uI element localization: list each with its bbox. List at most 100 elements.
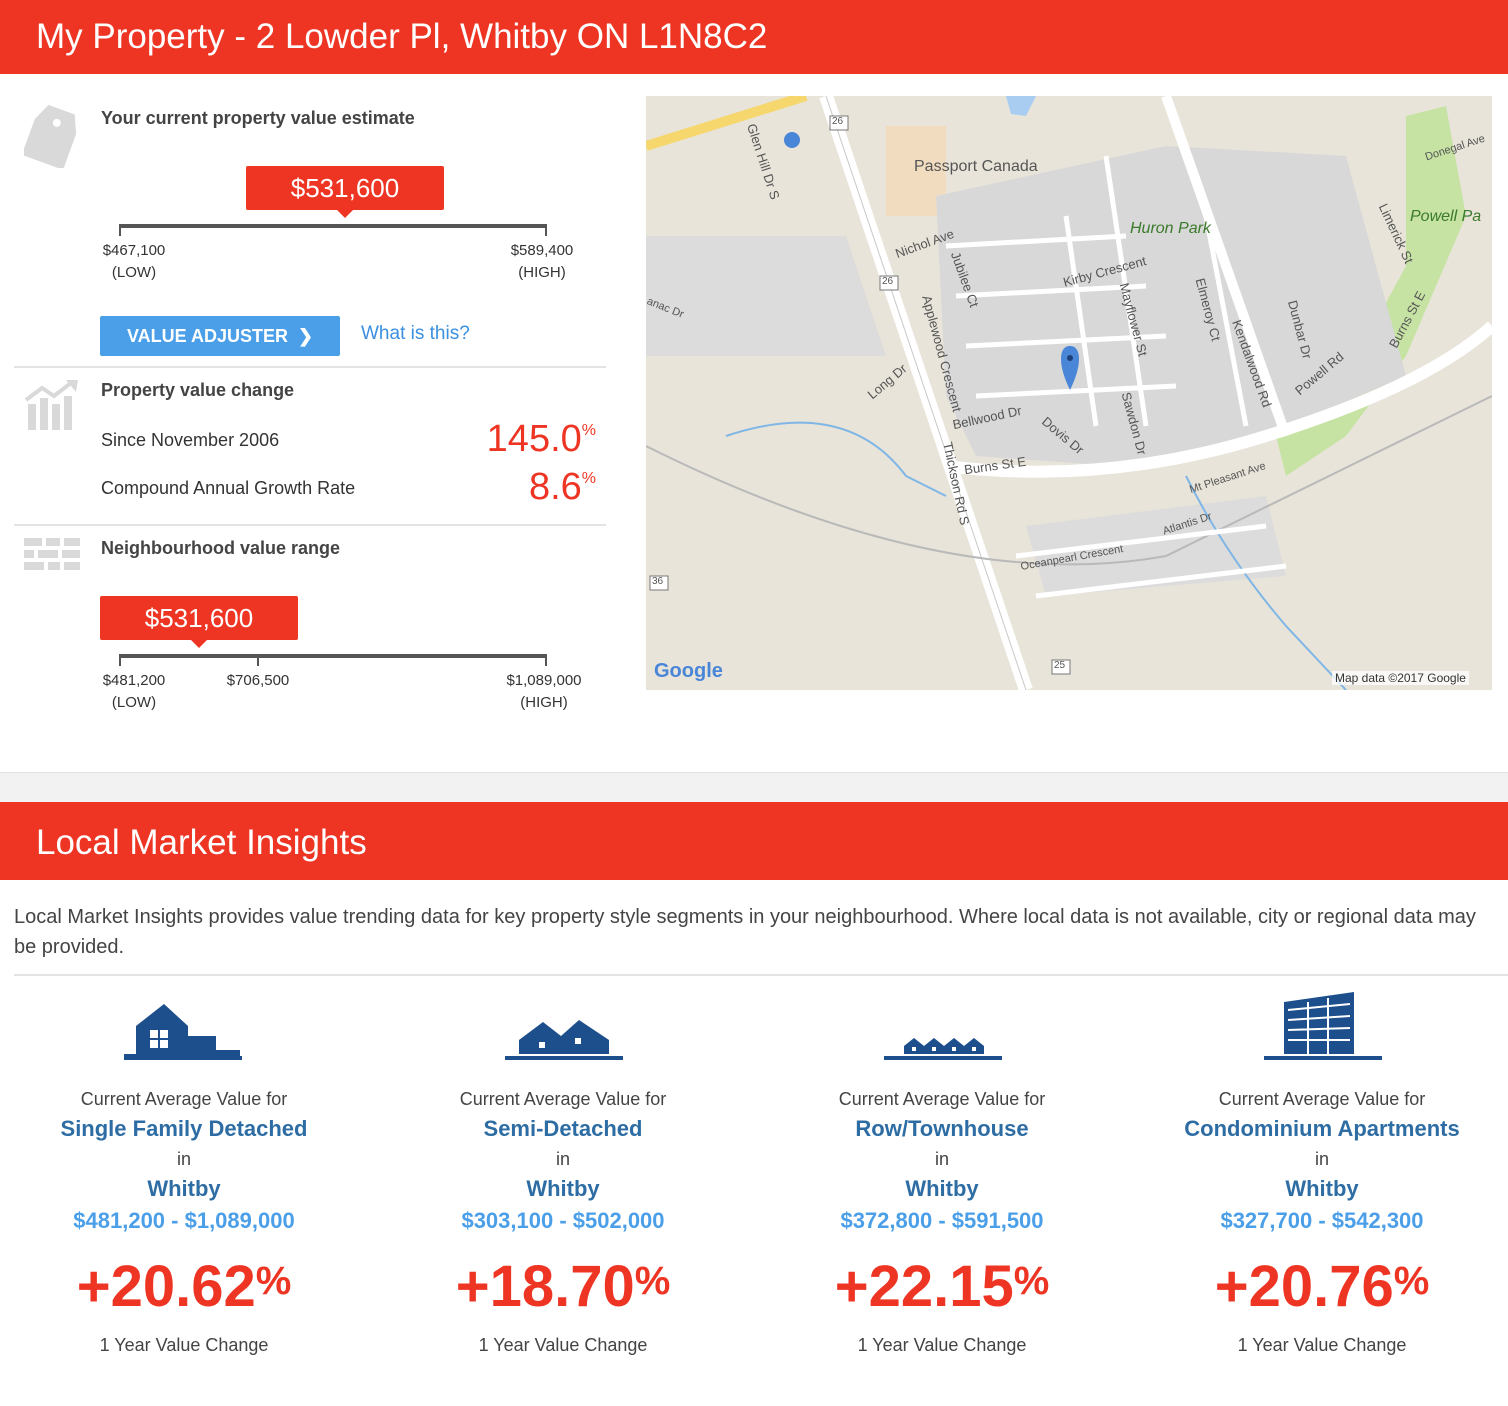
semi-detached-house-icon bbox=[413, 990, 713, 1070]
card-range: $303,100 - $502,000 bbox=[461, 1208, 665, 1233]
condo-building-icon bbox=[1172, 990, 1472, 1070]
insights-title: Local Market Insights bbox=[36, 823, 367, 862]
neighbourhood-low-value: $481,200 bbox=[102, 672, 166, 689]
card-label: 1 Year Value Change bbox=[1237, 1335, 1407, 1355]
divider bbox=[14, 524, 606, 526]
neighbourhood-low-label: $481,200 (LOW) bbox=[90, 670, 178, 714]
card-percent-number: +20.76 bbox=[1214, 1254, 1394, 1319]
card-in: in bbox=[934, 1149, 949, 1169]
card-type: Condominium Apartments bbox=[1184, 1116, 1460, 1141]
property-title: My Property - 2 Lowder Pl, Whitby ON L1N… bbox=[36, 17, 768, 56]
bar-chart-growth-icon bbox=[24, 378, 80, 437]
estimate-low-tick bbox=[119, 224, 121, 236]
card-percent-unit: % bbox=[1013, 1259, 1050, 1303]
insight-card-single-family: Current Average Value for Single Family … bbox=[34, 990, 334, 1360]
card-percent: +20.62% bbox=[34, 1252, 334, 1322]
cagr-value: 8.6% bbox=[529, 466, 596, 509]
card-type: Single Family Detached bbox=[60, 1116, 308, 1141]
card-city: Whitby bbox=[905, 1176, 979, 1201]
since-value-number: 145.0 bbox=[486, 418, 582, 460]
card-city: Whitby bbox=[147, 1176, 221, 1201]
estimate-high-label: $589,400 (HIGH) bbox=[498, 240, 586, 284]
map-label-passport: Passport Canada bbox=[914, 158, 1038, 175]
route-shield-36: 36 bbox=[652, 576, 664, 587]
card-in: in bbox=[176, 1149, 191, 1169]
card-percent: +22.15% bbox=[792, 1252, 1092, 1322]
card-percent-unit: % bbox=[634, 1259, 671, 1303]
card-percent-number: +18.70 bbox=[455, 1254, 635, 1319]
estimate-title: Your current property value estimate bbox=[101, 108, 415, 128]
estimate-high-tag: (HIGH) bbox=[518, 264, 566, 281]
card-percent: +18.70% bbox=[413, 1252, 713, 1322]
card-line1: Current Average Value for bbox=[80, 1089, 288, 1109]
card-range: $327,700 - $542,300 bbox=[1220, 1208, 1424, 1233]
card-line1: Current Average Value for bbox=[838, 1089, 1046, 1109]
chevron-right-icon: ❯ bbox=[292, 326, 314, 346]
card-type: Semi-Detached bbox=[483, 1116, 643, 1141]
card-city: Whitby bbox=[1285, 1176, 1359, 1201]
google-logo: Google bbox=[654, 660, 723, 682]
estimate-value-tag: $531,600 bbox=[246, 166, 444, 218]
neighbourhood-low-tag: (LOW) bbox=[111, 694, 157, 711]
estimate-low-label: $467,100 (LOW) bbox=[90, 240, 178, 284]
card-label: 1 Year Value Change bbox=[478, 1335, 648, 1355]
route-shield-26-b: 26 bbox=[882, 276, 894, 287]
map-label-huron-park: Huron Park bbox=[1130, 220, 1211, 237]
card-percent-unit: % bbox=[1393, 1259, 1430, 1303]
card-line1: Current Average Value for bbox=[459, 1089, 667, 1109]
neighbourhood-mid-label: $706,500 bbox=[226, 672, 290, 689]
map-canvas bbox=[646, 96, 1492, 690]
cagr-value-number: 8.6 bbox=[528, 466, 582, 508]
insights-header: Local Market Insights bbox=[0, 802, 1508, 880]
card-percent: +20.76% bbox=[1172, 1252, 1472, 1322]
townhouse-icon bbox=[792, 990, 1092, 1070]
route-shield-26: 26 bbox=[832, 116, 844, 127]
neighbourhood-mid-tick bbox=[257, 654, 259, 666]
since-value-unit: % bbox=[581, 422, 596, 439]
insights-intro: Local Market Insights provides value tre… bbox=[14, 906, 1476, 958]
what-is-this-link[interactable]: What is this? bbox=[361, 323, 470, 344]
single-family-house-icon bbox=[34, 990, 334, 1070]
neighbourhood-value-tag: $531,600 bbox=[100, 596, 298, 648]
value-adjuster-button[interactable]: VALUE ADJUSTER ❯ bbox=[100, 316, 340, 356]
card-line1: Current Average Value for bbox=[1218, 1089, 1426, 1109]
neighbourhood-high-tick bbox=[545, 654, 547, 666]
since-label: Since November 2006 bbox=[101, 430, 280, 450]
neighbourhood-high-tag: (HIGH) bbox=[520, 694, 568, 711]
card-percent-unit: % bbox=[255, 1259, 292, 1303]
card-label: 1 Year Value Change bbox=[857, 1335, 1027, 1355]
estimate-low-value: $467,100 bbox=[102, 242, 166, 259]
estimate-high-tick bbox=[545, 224, 547, 236]
card-range: $372,800 - $591,500 bbox=[840, 1208, 1044, 1233]
property-map[interactable]: Passport Canada Huron Park Powell Pa Nic… bbox=[646, 96, 1492, 690]
divider bbox=[14, 974, 1508, 976]
neighbourhood-high-value: $1,089,000 bbox=[506, 672, 582, 689]
card-in: in bbox=[555, 1149, 570, 1169]
neighbourhood-low-tick bbox=[119, 654, 121, 666]
insight-card-semi-detached: Current Average Value for Semi-Detached … bbox=[413, 990, 713, 1360]
change-title: Property value change bbox=[101, 380, 295, 400]
estimate-high-value: $589,400 bbox=[510, 242, 574, 259]
card-type: Row/Townhouse bbox=[855, 1116, 1029, 1141]
property-header: My Property - 2 Lowder Pl, Whitby ON L1N… bbox=[0, 0, 1508, 74]
map-attribution[interactable]: Map data ©2017 Google bbox=[1332, 671, 1469, 685]
value-adjuster-label: VALUE ADJUSTER bbox=[126, 326, 288, 346]
card-label: 1 Year Value Change bbox=[99, 1335, 269, 1355]
section-gap bbox=[0, 772, 1508, 802]
neighbourhood-high-label: $1,089,000 (HIGH) bbox=[494, 670, 594, 714]
insight-card-townhouse: Current Average Value for Row/Townhouse … bbox=[792, 990, 1092, 1360]
card-range: $481,200 - $1,089,000 bbox=[73, 1208, 295, 1233]
estimate-low-tag: (LOW) bbox=[111, 264, 157, 281]
map-label-powell-park: Powell Pa bbox=[1410, 208, 1482, 225]
neighbourhood-range-bar bbox=[119, 654, 547, 658]
brick-wall-icon bbox=[22, 536, 82, 583]
price-tag-icon bbox=[21, 104, 80, 173]
card-percent-number: +22.15 bbox=[834, 1254, 1014, 1319]
divider bbox=[14, 366, 606, 368]
cagr-label: Compound Annual Growth Rate bbox=[101, 478, 356, 498]
card-city: Whitby bbox=[526, 1176, 600, 1201]
card-percent-number: +20.62 bbox=[76, 1254, 256, 1319]
estimate-range-bar bbox=[119, 224, 547, 228]
neighbourhood-title: Neighbourhood value range bbox=[101, 538, 341, 558]
route-shield-25: 25 bbox=[1054, 660, 1066, 671]
